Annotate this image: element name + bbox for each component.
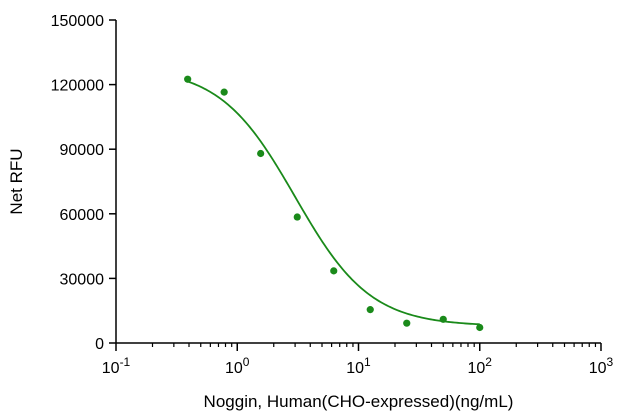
x-axis-title: Noggin, Human(CHO-expressed)(ng/mL): [204, 392, 514, 411]
y-tick-label: 120000: [51, 78, 104, 95]
data-point: [476, 323, 484, 332]
y-tick-label: 30000: [60, 271, 105, 288]
data-point: [366, 306, 374, 314]
axes: [115, 20, 601, 344]
data-point: [293, 213, 301, 221]
y-tick-label: 0: [95, 336, 104, 353]
data-point: [184, 75, 192, 83]
x-tick-label: 10-1: [102, 355, 131, 377]
data-point: [330, 267, 338, 275]
y-tick-label: 60000: [60, 207, 105, 224]
data-points-layer: [184, 75, 484, 332]
x-tick-label: 100: [225, 355, 250, 377]
x-tick-label: 103: [589, 355, 614, 377]
x-tick-label: 101: [346, 355, 371, 377]
y-tick-label: 90000: [60, 142, 105, 159]
data-point: [403, 319, 411, 327]
data-point: [257, 149, 265, 158]
y-axis-title: Net RFU: [7, 148, 26, 214]
data-point: [439, 315, 447, 323]
y-axis-ticks: 0 30000 60000 90000 120000 150000: [51, 13, 116, 353]
data-point: [220, 88, 228, 96]
fit-curve: [187, 80, 480, 326]
fit-curve-layer: [187, 80, 480, 326]
x-tick-label: 102: [468, 355, 493, 377]
x-axis-ticks: 10-1 100 101 102 103: [102, 343, 614, 377]
y-tick-label: 150000: [51, 13, 104, 30]
